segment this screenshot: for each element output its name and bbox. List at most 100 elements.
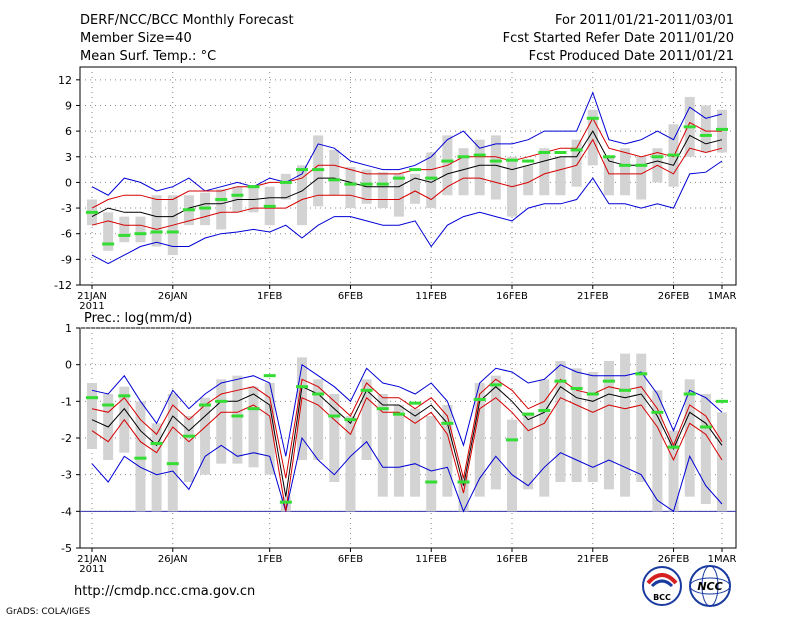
temp-max-line bbox=[91, 91, 723, 196]
temp-ytick-label: -3 bbox=[61, 202, 72, 215]
prec-xtick-label: 6FEB bbox=[338, 554, 363, 565]
prec-member-range-box bbox=[523, 412, 534, 490]
temp-xtick-label: 21FEB bbox=[577, 291, 609, 302]
bcc-logo-text: BCC bbox=[653, 593, 671, 602]
prec-member-mark bbox=[166, 462, 179, 466]
temp-xtick-label: 6FEB bbox=[338, 291, 363, 302]
temp-member-mark bbox=[716, 127, 728, 131]
temp-member-mark bbox=[247, 185, 260, 189]
temp-member-range-box bbox=[474, 139, 485, 196]
temp-member-mark bbox=[150, 230, 163, 234]
temp-member-range-box bbox=[345, 167, 356, 209]
temp-ytick-label: 3 bbox=[65, 151, 72, 164]
temp-member-mark bbox=[667, 153, 680, 157]
temp-member-mark bbox=[199, 206, 212, 210]
source-url[interactable]: http://cmdp.ncc.cma.gov.cn bbox=[74, 584, 255, 599]
prec-member-mark bbox=[86, 396, 98, 400]
temp-member-mark bbox=[409, 168, 422, 172]
prec-member-range-box bbox=[652, 390, 663, 512]
temp-min-line bbox=[91, 160, 723, 265]
temp-ytick-label: 6 bbox=[65, 125, 72, 138]
prec-member-mark bbox=[538, 409, 551, 412]
temp-member-mark bbox=[635, 163, 648, 167]
temp-member-range-box bbox=[458, 148, 469, 196]
prec-year-label: 2011 bbox=[79, 564, 104, 575]
temp-ytick-label: 0 bbox=[65, 176, 72, 189]
prec-member-mark bbox=[602, 379, 615, 383]
prec-member-range-box bbox=[280, 496, 291, 512]
prec-member-mark bbox=[489, 383, 502, 387]
precip-axis-label: Prec.: log(mm/d) bbox=[84, 311, 192, 326]
forecast-produced-label: Fcst Produced Date 2011/01/21 bbox=[529, 49, 734, 64]
temp-xtick-label: 21JAN bbox=[77, 291, 107, 302]
prec-member-mark bbox=[199, 403, 212, 407]
prec-member-range-box bbox=[87, 383, 97, 449]
temp-member-range-box bbox=[426, 152, 437, 209]
prec-member-range-box bbox=[442, 405, 453, 497]
temp-member-mark bbox=[619, 163, 632, 167]
prec-member-mark bbox=[683, 392, 696, 396]
prec-min-line bbox=[91, 436, 723, 513]
temp-member-mark bbox=[263, 204, 276, 208]
prec-member-mark bbox=[231, 414, 244, 418]
temp-ytick-label: -6 bbox=[61, 228, 72, 241]
prec-member-range-box bbox=[377, 394, 388, 497]
prec-upper-quartile-line bbox=[91, 378, 723, 479]
temp-member-range-box bbox=[410, 173, 421, 204]
prec-member-range-box bbox=[361, 379, 372, 460]
prec-member-range-box bbox=[474, 383, 485, 497]
prec-member-range-box bbox=[620, 353, 631, 497]
temp-xtick-label: 26FEB bbox=[658, 291, 690, 302]
temp-member-mark bbox=[360, 182, 373, 186]
prec-member-range-box bbox=[345, 416, 356, 512]
prec-member-mark bbox=[392, 412, 405, 416]
prec-ytick-label: -4 bbox=[61, 505, 72, 518]
temp-member-mark bbox=[312, 168, 325, 172]
prec-member-mark bbox=[699, 425, 712, 429]
prec-member-range-box bbox=[232, 375, 243, 464]
prec-member-mark bbox=[215, 399, 228, 403]
prec-member-mark bbox=[360, 388, 373, 392]
temp-member-range-box bbox=[587, 109, 598, 166]
temp-member-mark bbox=[328, 178, 341, 182]
prec-member-mark bbox=[279, 500, 292, 504]
ncc-logo: NCC bbox=[689, 565, 731, 607]
prec-member-range-box bbox=[248, 386, 259, 468]
prec-member-range-box bbox=[507, 419, 517, 512]
prec-member-mark bbox=[376, 407, 389, 411]
temp-member-mark bbox=[554, 150, 567, 154]
prec-member-mark bbox=[328, 414, 341, 418]
temp-member-mark bbox=[473, 153, 486, 157]
temp-ytick-label: 12 bbox=[58, 74, 72, 87]
temp-xtick-label: 11FEB bbox=[415, 291, 447, 302]
prec-member-range-box bbox=[539, 379, 550, 497]
temp-member-mark bbox=[182, 208, 195, 212]
prec-ytick-label: 1 bbox=[65, 322, 72, 335]
prec-member-range-box bbox=[587, 372, 598, 482]
prec-member-mark bbox=[182, 434, 195, 438]
prec-member-mark bbox=[667, 445, 680, 449]
prec-member-mark bbox=[247, 407, 260, 411]
bcc-logo: BCC bbox=[642, 566, 682, 606]
temp-lower-quartile-line bbox=[91, 138, 723, 230]
temp-member-mark bbox=[683, 125, 696, 129]
temp-member-mark bbox=[651, 155, 664, 159]
temp-ytick-label: -9 bbox=[61, 253, 72, 266]
prec-member-range-box bbox=[216, 379, 227, 464]
temp-member-mark bbox=[506, 158, 518, 162]
temp-member-mark bbox=[441, 159, 454, 163]
temp-member-range-box bbox=[216, 189, 227, 230]
prec-member-mark bbox=[296, 385, 308, 389]
prec-member-mark bbox=[522, 412, 535, 416]
temp-member-mark bbox=[570, 148, 583, 152]
prec-xtick-label: 26JAN bbox=[158, 554, 188, 565]
prec-ytick-label: -3 bbox=[61, 469, 72, 482]
prec-member-mark bbox=[635, 372, 648, 376]
temp-member-mark bbox=[699, 133, 712, 137]
temp-member-range-box bbox=[103, 212, 114, 251]
prec-member-range-box bbox=[717, 412, 727, 512]
prec-member-mark bbox=[118, 394, 131, 398]
temp-member-range-box bbox=[329, 149, 340, 196]
temp-member-range-box bbox=[280, 173, 291, 200]
precipitation-panel: -5 -4 -3 -2 -1 0 1 21JAN 26JAN 1FEB 6FEB 11FEB 16FEB… bbox=[61, 322, 737, 575]
